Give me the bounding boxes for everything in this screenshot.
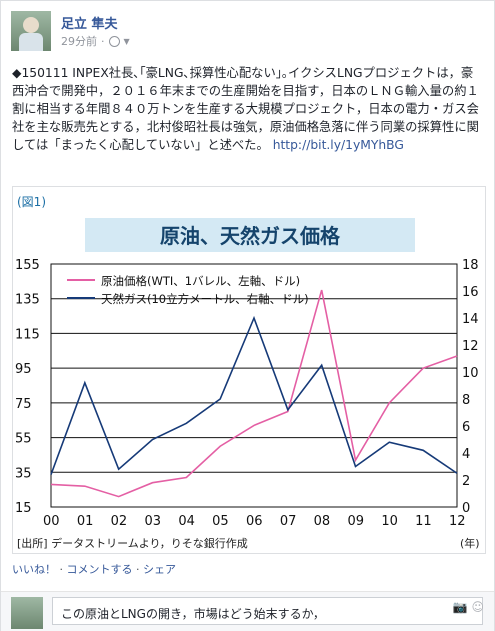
chart-title: 原油、天然ガス価格 [160,224,341,248]
right-axis-tick: 18 [462,258,479,273]
right-axis-tick: 8 [462,393,470,408]
like-action[interactable]: いいね！ [12,563,56,576]
share-action[interactable]: シェア [143,563,176,576]
x-axis-tick: 03 [145,514,162,529]
x-axis-tick: 11 [415,514,432,529]
post-meta: 29分前 · ▼ [61,34,130,49]
left-axis-tick: 15 [15,501,32,516]
x-axis-tick: 12 [449,514,466,529]
comment-input[interactable]: この原油とLNGの開き，市場はどう始末するか， [52,597,483,625]
legend-label: 原油価格(WTI、1バレル、左軸、ドル) [101,274,300,288]
post-time[interactable]: 29分前 [61,35,97,48]
x-axis-tick: 06 [246,514,263,529]
x-axis-tick: 10 [381,514,398,529]
globe-icon[interactable] [108,35,120,47]
left-axis-tick: 95 [15,362,32,377]
oil-series-line [50,289,458,498]
left-axis-tick: 115 [15,327,40,342]
author-avatar[interactable] [11,11,51,51]
left-axis-tick: 35 [15,466,32,481]
left-axis-tick: 155 [15,258,40,273]
post-actions: いいね！ · コメントする · シェア [12,563,176,576]
x-axis-tick: 09 [348,514,365,529]
x-axis-tick: 08 [314,514,331,529]
right-axis-tick: 2 [462,474,470,489]
figure-label: (図1) [17,195,46,209]
x-axis-tick: 07 [280,514,297,529]
post-body: ◆150111 INPEX社長､｢豪LNG､採算性心配ない｣｡イクシスLNGプロ… [12,66,479,152]
comment-icons: 📷 ☺ [453,600,484,614]
right-axis-tick: 4 [462,447,470,462]
right-axis-tick: 16 [462,285,479,300]
right-axis-tick: 10 [462,366,479,381]
post-link[interactable]: http://bit.ly/1yMYhBG [272,138,404,152]
right-axis-tick: 0 [462,501,470,516]
legend-label: 天然ガス(10立方メートル、右軸、ドル) [101,292,309,306]
camera-icon[interactable]: 📷 [452,600,468,614]
post-text: ◆150111 INPEX社長､｢豪LNG､採算性心配ない｣｡イクシスLNGプロ… [12,64,484,154]
chevron-down-icon[interactable]: ▼ [123,36,130,46]
x-axis-tick: 02 [111,514,128,529]
x-axis-tick: 01 [77,514,94,529]
right-axis-tick: 14 [462,312,479,327]
x-axis-tick: 05 [212,514,229,529]
chart-source: [出所] データストリームより，りそな銀行作成 [17,536,248,550]
x-axis-tick: 00 [43,514,60,529]
left-axis-tick: 135 [15,293,40,308]
right-axis-tick: 6 [462,420,470,435]
author-name[interactable]: 足立 隼夫 [61,17,118,32]
gas-series-line [50,315,458,475]
comment-action[interactable]: コメントする [66,563,133,576]
x-axis-tick: 04 [178,514,195,529]
comment-text: この原油とLNGの開き，市場はどう始末するか， [61,607,325,621]
left-axis-tick: 75 [15,397,32,412]
emoji-icon[interactable]: ☺ [471,600,484,614]
right-axis-tick: 12 [462,339,479,354]
comment-bar: この原油とLNGの開き，市場はどう始末するか， 📷 ☺ [1,591,494,631]
commenter-avatar[interactable] [11,597,43,629]
x-axis-unit: (年) [460,536,480,550]
left-axis-tick: 55 [15,432,32,447]
